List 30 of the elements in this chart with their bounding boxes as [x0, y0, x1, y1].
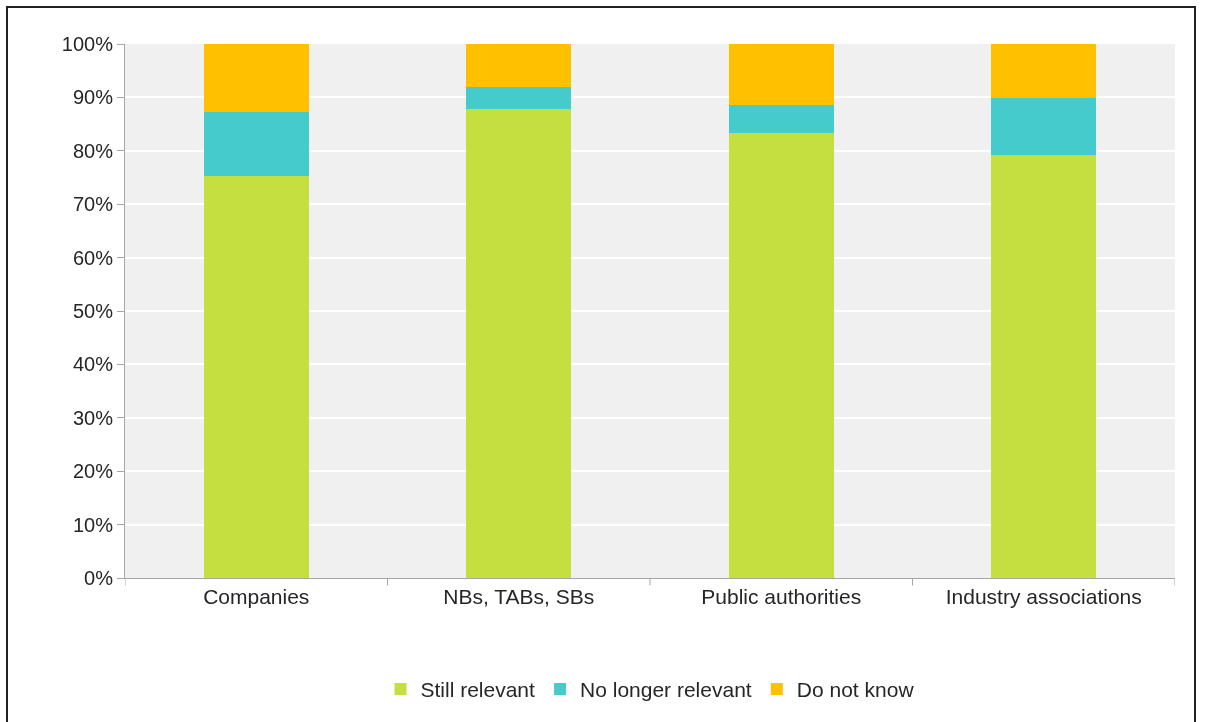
- y-tick-label: 100%: [61, 33, 114, 55]
- bar: [203, 111, 309, 177]
- y-tick-label: 30%: [72, 406, 114, 429]
- y-tick-label: 80%: [72, 139, 114, 162]
- y-tick-label: 40%: [72, 353, 114, 376]
- x-tick-label: NBs, TABs, SBs: [443, 585, 595, 609]
- y-tick-label: 10%: [72, 513, 114, 536]
- y-tick-label: 60%: [72, 246, 114, 269]
- bar: [991, 97, 1097, 155]
- bar: [728, 105, 834, 133]
- bar: [466, 86, 572, 109]
- legend-label: Still relevant: [420, 678, 536, 702]
- y-tick-label: 0%: [84, 567, 114, 589]
- x-tick-label: Companies: [203, 585, 310, 609]
- y-tick-label: 70%: [72, 193, 114, 216]
- legend-label: Do not know: [796, 678, 915, 702]
- bar: [728, 132, 834, 578]
- bar: [728, 44, 834, 106]
- y-tick-label: 20%: [72, 460, 114, 483]
- x-tick-label: Public authorities: [701, 585, 862, 609]
- x-tick-label: Industry associations: [945, 585, 1142, 609]
- y-tick-label: 50%: [72, 300, 114, 322]
- bar: [466, 44, 572, 87]
- bar: [991, 44, 1097, 98]
- bar: [203, 176, 309, 578]
- y-tick-label: 90%: [72, 86, 114, 109]
- bar: [991, 154, 1097, 578]
- legend-label: No longer relevant: [580, 678, 752, 702]
- bar: [203, 44, 309, 112]
- bar: [466, 108, 572, 578]
